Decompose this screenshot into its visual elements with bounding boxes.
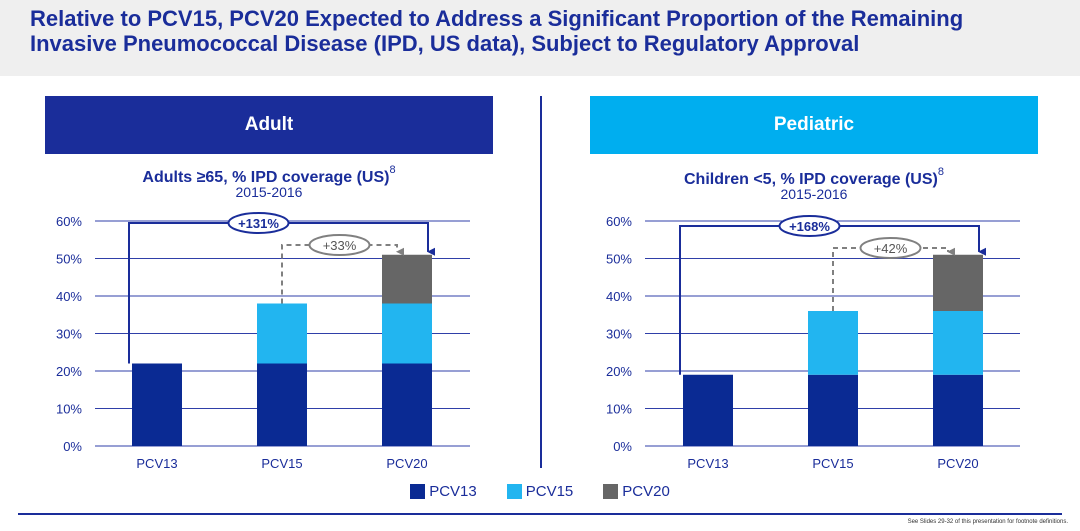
legend-swatch-pcv20 (603, 484, 619, 499)
adult-chart-period: 2015-2016 (235, 184, 303, 200)
page-title-line-1: Relative to PCV15, PCV20 Expected to Add… (30, 6, 964, 31)
footnote: See Slides 29-32 of this presentation fo… (907, 519, 1068, 525)
adult-bar-pcv15-pcv15 (257, 303, 307, 364)
adult-growth-badge (308, 234, 371, 256)
footer-divider (18, 513, 1062, 515)
adult-growth-label: +33% (323, 238, 357, 253)
pediatric-growth-label: +42% (874, 241, 908, 256)
adult-ytick-label: 20% (56, 364, 82, 379)
page-title: Relative to PCV15, PCV20 Expected to Add… (30, 6, 1070, 56)
adult-ytick-label: 60% (56, 214, 82, 229)
pediatric-xtick-label: PCV15 (812, 456, 853, 471)
adult-ytick-label: 50% (56, 252, 82, 267)
adult-bar-pcv20-pcv13 (382, 363, 432, 446)
pediatric-bar-pcv15-pcv13 (808, 374, 858, 446)
pediatric-xtick-label: PCV13 (687, 456, 728, 471)
legend-label-pcv15: PCV15 (525, 483, 574, 500)
adult-ytick-label: 0% (63, 439, 82, 454)
adult-ytick-label: 30% (56, 327, 82, 342)
pediatric-xtick-label: PCV20 (937, 456, 978, 471)
adult-bar-pcv20-pcv15 (382, 303, 432, 364)
adult-subtitle-text: Adults ≥65, % IPD coverage (US) (142, 169, 390, 186)
adult-ytick-label: 40% (56, 289, 82, 304)
pediatric-chart: 0% 10% 20% 30% 40% 50% 60% PCV13 PCV15 PCV20 +168%… (606, 214, 1020, 471)
adult-growth-arrow-incremental (281, 244, 404, 304)
pediatric-chart-period: 2015-2016 (780, 186, 848, 202)
pediatric-growth-label: +168% (789, 219, 830, 234)
legend-item-pcv20: PCV20 (603, 483, 670, 500)
pediatric-ytick-label: 40% (606, 289, 632, 304)
pediatric-ytick-label: 20% (606, 364, 632, 379)
legend-item-pcv15: PCV15 (506, 483, 574, 500)
adult-xtick-label: PCV20 (386, 456, 427, 471)
pediatric-growth-badge (859, 237, 922, 259)
page-title-line-2: Invasive Pneumococcal Disease (IPD, US d… (30, 31, 860, 56)
pediatric-chart-subtitle: Children <5, % IPD coverage (US)8 (590, 166, 1038, 189)
pediatric-subtitle-text: Children <5, % IPD coverage (US) (684, 171, 938, 188)
legend-item-pcv13: PCV13 (410, 483, 477, 500)
pediatric-bar-pcv13-pcv13 (683, 374, 733, 446)
pediatric-ytick-label: 10% (606, 402, 632, 417)
pediatric-ytick-label: 0% (613, 439, 632, 454)
adult-ytick-label: 10% (56, 402, 82, 417)
pediatric-bar-pcv20-pcv20 (933, 254, 983, 311)
adult-bar-pcv20-pcv20 (382, 254, 432, 304)
pediatric-bar-pcv20-pcv15 (933, 311, 983, 375)
adult-bar-pcv13-pcv13 (132, 363, 182, 446)
adult-chart-subtitle: Adults ≥65, % IPD coverage (US)8 (45, 164, 493, 187)
legend-swatch-pcv15 (506, 484, 522, 499)
pediatric-ytick-label: 50% (606, 252, 632, 267)
pediatric-bar-pcv15-pcv15 (808, 311, 858, 375)
legend-label-pcv13: PCV13 (429, 483, 477, 500)
adult-chart: 0% 10% 20% 30% 40% 50% 60% PCV13 PCV15 PCV20 +131%… (56, 212, 470, 471)
adult-xtick-label: PCV13 (136, 456, 177, 471)
pediatric-ytick-label: 60% (606, 214, 632, 229)
adult-bar-pcv15-pcv13 (257, 363, 307, 446)
pediatric-ytick-label: 30% (606, 327, 632, 342)
legend-label-pcv20: PCV20 (622, 483, 670, 500)
pediatric-bar-pcv20-pcv13 (933, 374, 983, 446)
title-band (0, 0, 1080, 76)
adult-panel-header: Adult (45, 96, 493, 154)
adult-growth-badge (227, 212, 290, 234)
pediatric-growth-badge (778, 215, 841, 237)
adult-footnote-ref: 8 (389, 164, 396, 176)
chart-legend: PCV13 PCV15 PCV20 (0, 483, 1080, 500)
panel-divider (540, 96, 542, 468)
legend-swatch-pcv13 (410, 484, 426, 499)
pediatric-footnote-ref: 8 (937, 166, 944, 178)
adult-growth-label: +131% (238, 216, 279, 231)
adult-xtick-label: PCV15 (261, 456, 302, 471)
pediatric-panel-header: Pediatric (590, 96, 1038, 154)
